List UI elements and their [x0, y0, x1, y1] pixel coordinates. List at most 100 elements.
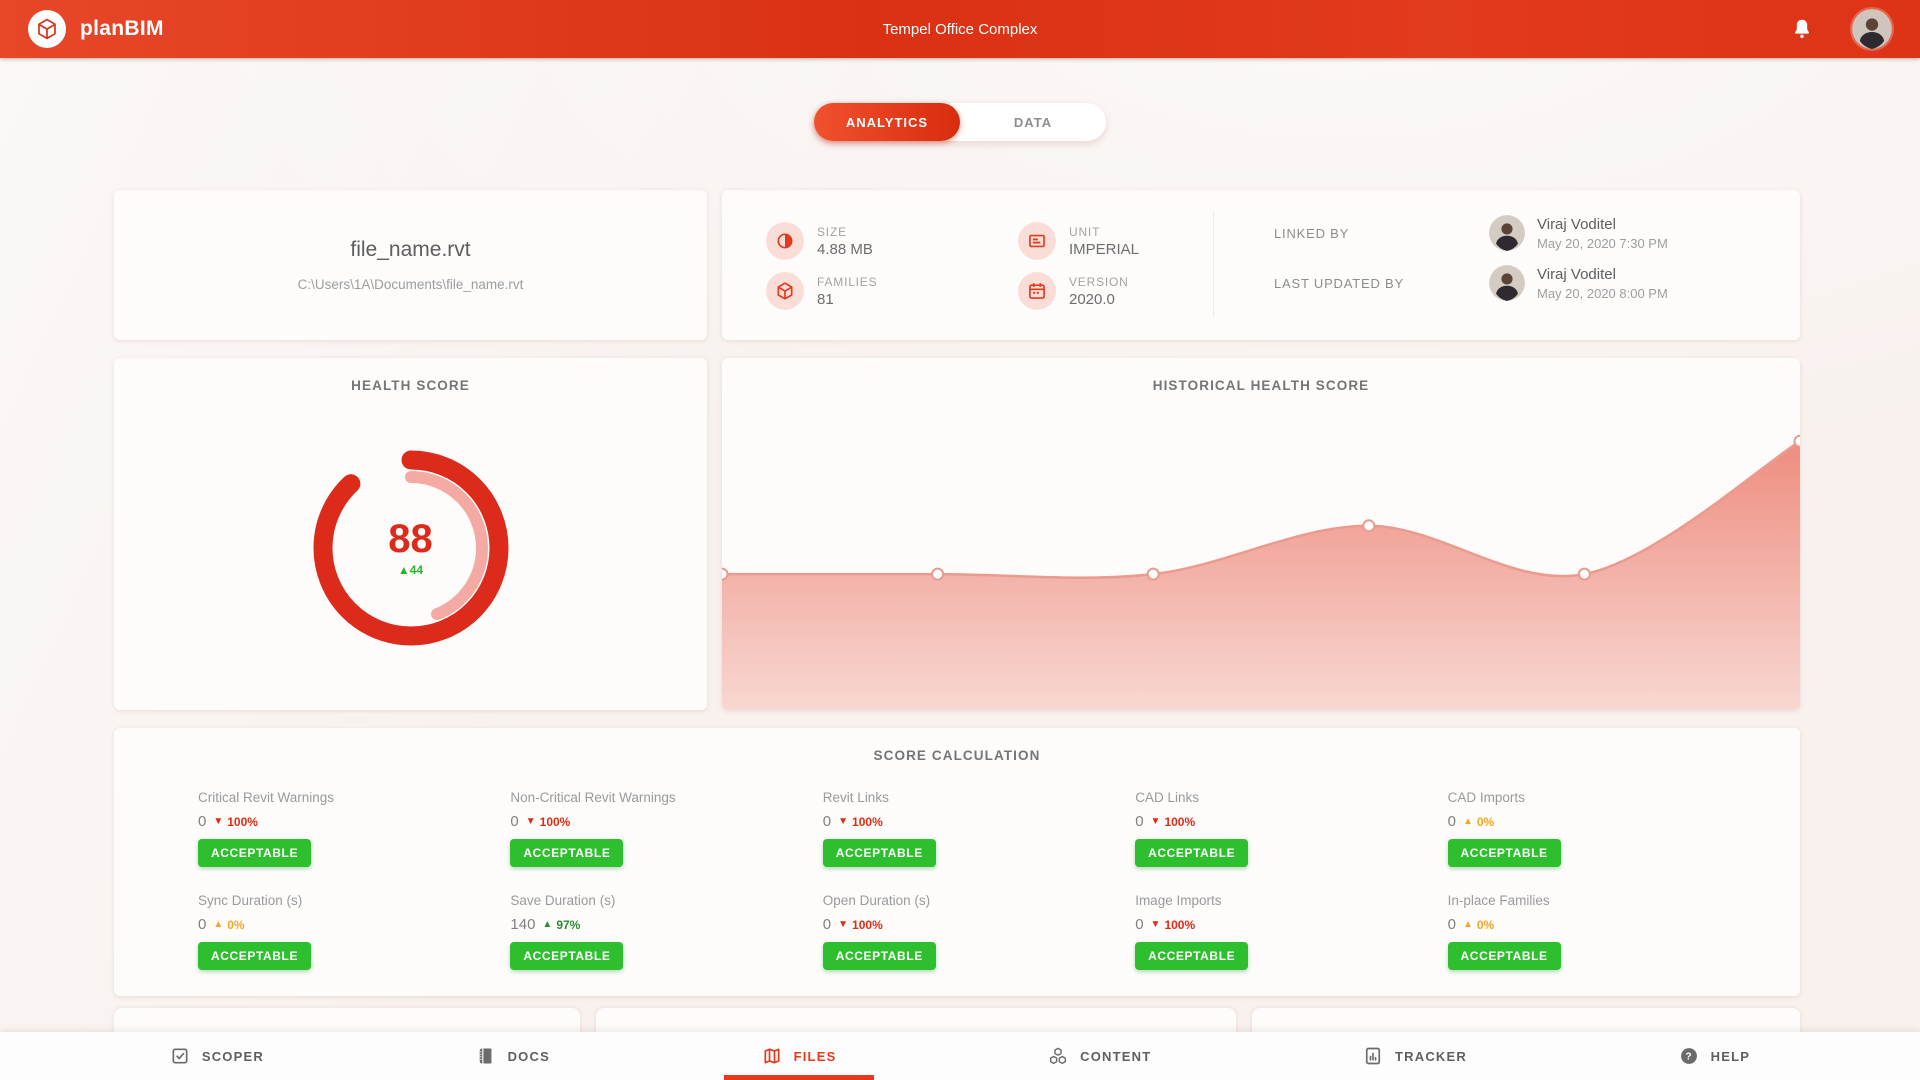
person-name: Viraj Voditel	[1537, 265, 1616, 283]
docs-icon	[476, 1046, 496, 1066]
nav-item-label: CONTENT	[1080, 1048, 1152, 1064]
metric-label: Sync Duration (s)	[198, 893, 303, 908]
donut-svg	[313, 450, 508, 646]
chart-point-marker	[722, 567, 729, 581]
stat-value: IMPERIAL	[1069, 240, 1140, 258]
nav-item-content[interactable]: CONTENT	[1038, 1032, 1161, 1080]
stat-families: FAMILIES 81	[766, 266, 1018, 316]
metric-trend-down: ▼ 100%	[838, 814, 883, 829]
health-score-title: HEALTH SCORE	[351, 378, 470, 393]
nav-item-label: DOCS	[507, 1048, 550, 1064]
divider	[1213, 212, 1214, 318]
nav-item-scoper[interactable]: SCOPER	[160, 1032, 274, 1080]
stat-label: SIZE	[817, 224, 847, 239]
metric-cad-imports: CAD Imports 0 ▲ 0% ACCEPTABLE	[1447, 790, 1760, 867]
stat-label: VERSION	[1069, 274, 1129, 289]
metric-value: 0	[822, 916, 832, 933]
metric-cad-links: CAD Links 0 ▼ 100% ACCEPTABLE	[1135, 790, 1447, 867]
person-date: May 20, 2020 7:30 PM	[1537, 235, 1668, 251]
chart-point-marker	[1793, 434, 1800, 448]
chart-point-marker	[1146, 567, 1160, 581]
status-badge: ACCEPTABLE	[1447, 942, 1561, 970]
user-avatar[interactable]	[1852, 9, 1892, 49]
bottom-nav: SCOPER DOCS FILES CONTENT TRACKER? HELP	[0, 1032, 1920, 1080]
view-tabs: ANALYTICS DATA	[814, 103, 1106, 141]
metric-value: 0	[1135, 916, 1144, 933]
trend-up-triangle-icon: ▲	[1462, 816, 1473, 827]
status-badge: ACCEPTABLE	[822, 839, 936, 867]
metric-label: Save Duration (s)	[510, 893, 616, 908]
metric-trend-up: ▲ 0%	[1462, 814, 1495, 829]
stat-version: VERSION 2020.0	[1018, 266, 1270, 316]
size-icon	[766, 222, 804, 260]
status-badge: ACCEPTABLE	[510, 839, 624, 867]
metric-save-duration-s-: Save Duration (s) 140 ▲ 97% ACCEPTABLE	[510, 893, 822, 970]
metric-value: 0	[510, 813, 519, 830]
status-badge: ACCEPTABLE	[198, 942, 311, 970]
metric-trend-up: ▲ 97%	[542, 917, 581, 932]
nav-item-help[interactable]: ? HELP	[1669, 1032, 1760, 1080]
metric-value: 0	[198, 916, 207, 933]
metric-revit-links: Revit Links 0 ▼ 100% ACCEPTABLE	[822, 790, 1135, 867]
status-badge: ACCEPTABLE	[198, 839, 311, 867]
metric-value: 0	[1447, 813, 1456, 830]
trend-down-triangle-icon: ▼	[1150, 919, 1161, 930]
historical-area-chart	[722, 434, 1800, 710]
stat-label: UNIT	[1069, 224, 1101, 239]
nav-item-tracker[interactable]: TRACKER	[1353, 1032, 1477, 1080]
tracker-chart-icon	[1363, 1046, 1383, 1066]
metric-label: Image Imports	[1135, 893, 1222, 908]
metric-critical-revit-warnings: Critical Revit Warnings 0 ▼ 100% ACCEPTABLE	[198, 790, 510, 867]
metric-image-imports: Image Imports 0 ▼ 100% ACCEPTABLE	[1135, 893, 1447, 970]
file-path: C:\Users\1A\Documents\file_name.rvt	[297, 277, 524, 292]
nav-item-label: HELP	[1710, 1048, 1751, 1064]
trend-down-triangle-icon: ▼	[838, 919, 849, 930]
metric-in-place-families: In-place Families 0 ▲ 0% ACCEPTABLE	[1447, 893, 1760, 970]
files-map-icon	[762, 1046, 782, 1066]
tab-data[interactable]: DATA	[1013, 114, 1053, 130]
historical-health-score-card: HISTORICAL HEALTH SCORE	[722, 358, 1800, 710]
person-date: May 20, 2020 8:00 PM	[1537, 285, 1668, 301]
nav-item-label: TRACKER	[1395, 1048, 1467, 1064]
brand[interactable]: planBIM	[28, 10, 164, 48]
chart-point-marker	[931, 567, 945, 581]
metric-value: 0	[1447, 916, 1456, 933]
file-card: file_name.rvt C:\Users\1A\Documents\file…	[114, 190, 707, 340]
nav-item-files[interactable]: FILES	[752, 1032, 847, 1080]
version-icon	[1018, 272, 1056, 310]
file-info-card: SIZE 4.88 MB UNIT IMPERIAL FAMILIES 81 VERSION…	[722, 190, 1800, 340]
stat-label: FAMILIES	[817, 274, 878, 289]
metric-sync-duration-s-: Sync Duration (s) 0 ▲ 0% ACCEPTABLE	[198, 893, 510, 970]
info-stats-grid: SIZE 4.88 MB UNIT IMPERIAL FAMILIES 81 VERSION…	[766, 216, 1270, 316]
brand-name: planBIM	[80, 17, 164, 40]
tab-analytics[interactable]: ANALYTICS	[814, 103, 960, 141]
stat-size: SIZE 4.88 MB	[766, 216, 1018, 266]
metric-open-duration-s-: Open Duration (s) 0 ▼ 100% ACCEPTABLE	[822, 893, 1135, 970]
nav-item-docs[interactable]: DOCS	[466, 1032, 560, 1080]
trend-up-triangle-icon: ▲	[213, 919, 224, 930]
chart-point-marker	[1577, 567, 1591, 581]
planbim-logo-icon	[28, 10, 66, 48]
metric-value: 0	[1135, 813, 1144, 830]
metric-label: Open Duration (s)	[822, 893, 931, 908]
unit-icon	[1018, 222, 1056, 260]
person-role-label: LAST UPDATED BY	[1274, 275, 1404, 291]
health-score-delta: ▲44	[397, 563, 424, 578]
donut-center: 88 ▲44	[306, 443, 516, 653]
score-calculation-card: SCORE CALCULATION Critical Revit Warning…	[114, 728, 1800, 996]
status-badge: ACCEPTABLE	[1135, 942, 1249, 970]
chart-point-marker	[1362, 519, 1376, 533]
metric-trend-down: ▼ 100%	[1150, 814, 1196, 829]
person-role-label: LINKED BY	[1274, 225, 1350, 241]
historical-title: HISTORICAL HEALTH SCORE	[1152, 378, 1370, 393]
metric-label: In-place Families	[1447, 893, 1550, 908]
metric-label: Revit Links	[822, 790, 889, 805]
stat-value: 81	[817, 290, 834, 308]
help-icon: ?	[1679, 1046, 1699, 1066]
notifications-bell-icon[interactable]	[1790, 17, 1814, 41]
nav-item-label: SCOPER	[201, 1048, 264, 1064]
families-icon	[766, 272, 804, 310]
stat-value: 2020.0	[1069, 290, 1115, 308]
status-badge: ACCEPTABLE	[510, 942, 624, 970]
